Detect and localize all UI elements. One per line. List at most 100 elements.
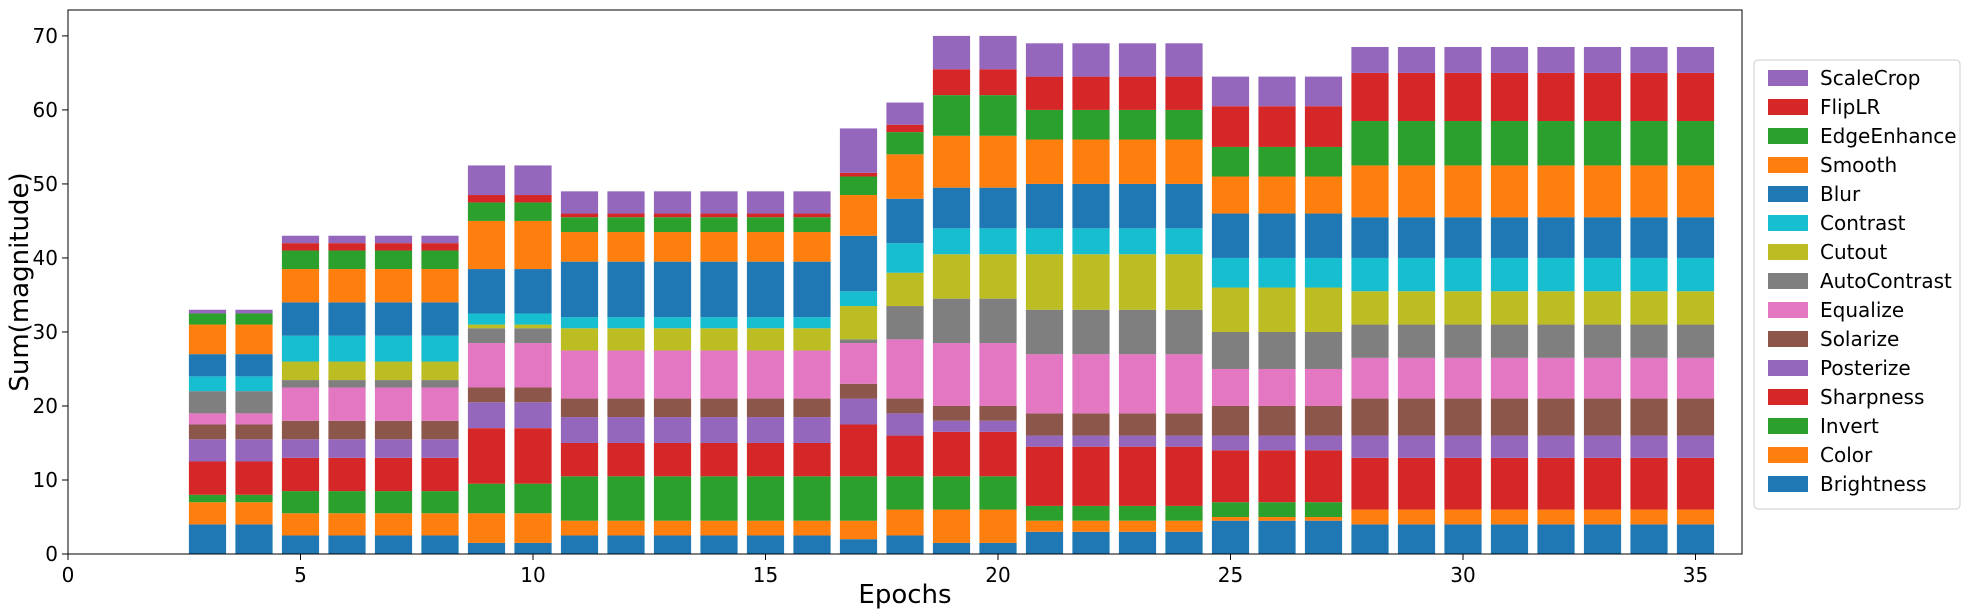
bar-segment-scalecrop-epoch-19 (932, 35, 971, 70)
bar-segment-solarize-epoch-5 (281, 420, 320, 440)
bar-segment-scalecrop-epoch-11 (560, 191, 599, 214)
bar-segment-edgeenhance-epoch-26 (1258, 146, 1296, 177)
bar-segment-posterize-epoch-27 (1304, 435, 1343, 451)
bar-segment-scalecrop-epoch-6 (328, 235, 366, 244)
bar-segment-cutout-epoch-6 (328, 361, 366, 381)
bar-segment-autocontrast-epoch-31 (1490, 324, 1529, 358)
bar-segment-blur-epoch-3 (188, 354, 227, 377)
bar-segment-color-epoch-8 (421, 513, 459, 536)
bar-segment-sharpness-epoch-23 (1118, 446, 1157, 506)
bar-segment-edgeenhance-epoch-10 (514, 202, 552, 221)
bar-segment-blur-epoch-9 (467, 269, 506, 314)
bar-segment-edgeenhance-epoch-31 (1490, 121, 1529, 166)
bar-segment-fliplr-epoch-7 (374, 243, 413, 251)
bar-segment-equalize-epoch-16 (793, 350, 831, 399)
bar-segment-solarize-epoch-15 (746, 398, 785, 418)
legend-label-edgeenhance: EdgeEnhance (1820, 124, 1957, 148)
bar-segment-smooth-epoch-19 (932, 135, 971, 188)
bar-segment-smooth-epoch-16 (793, 232, 831, 262)
bar-segment-solarize-epoch-33 (1583, 398, 1622, 436)
bar-segment-fliplr-epoch-30 (1444, 72, 1482, 122)
bar-segment-color-epoch-19 (932, 509, 971, 543)
bar-segment-brightness-epoch-11 (560, 535, 599, 554)
bar-segment-brightness-epoch-21 (1025, 531, 1064, 554)
bar-segment-posterize-epoch-13 (653, 417, 692, 443)
bar-segment-blur-epoch-17 (839, 235, 878, 292)
bar-segment-solarize-epoch-8 (421, 420, 459, 440)
bar-segment-smooth-epoch-7 (374, 269, 413, 303)
bar-segment-color-epoch-13 (653, 520, 692, 536)
bar-segment-brightness-epoch-8 (421, 535, 459, 554)
bar-segment-cutout-epoch-35 (1676, 291, 1715, 325)
bar-segment-edgeenhance-epoch-22 (1072, 109, 1110, 140)
bar-segment-sharpness-epoch-11 (560, 442, 599, 477)
bar-segment-cutout-epoch-16 (793, 328, 831, 351)
bar-segment-smooth-epoch-10 (514, 220, 552, 270)
bar-segment-autocontrast-epoch-4 (235, 391, 273, 414)
bar-segment-equalize-epoch-7 (374, 387, 413, 421)
bar-segment-color-epoch-16 (793, 520, 831, 536)
bar-segment-edgeenhance-epoch-12 (607, 217, 645, 233)
bar-segment-smooth-epoch-3 (188, 324, 227, 355)
bar-segment-brightness-epoch-29 (1397, 524, 1436, 554)
bar-segment-solarize-epoch-6 (328, 420, 366, 440)
bar-segment-smooth-epoch-15 (746, 232, 785, 262)
bar-segment-equalize-epoch-32 (1537, 357, 1575, 399)
bar-segment-blur-epoch-10 (514, 269, 552, 314)
bar-segment-scalecrop-epoch-15 (746, 191, 785, 214)
bar-segment-equalize-epoch-8 (421, 387, 459, 421)
bar-segment-posterize-epoch-17 (839, 398, 878, 425)
bar-segment-solarize-epoch-10 (514, 387, 552, 403)
bar-segment-color-epoch-25 (1211, 516, 1250, 521)
bar-segment-invert-epoch-15 (746, 476, 785, 521)
bar-segment-brightness-epoch-30 (1444, 524, 1482, 554)
bar-segment-solarize-epoch-24 (1165, 413, 1203, 436)
bar-segment-smooth-epoch-18 (886, 154, 924, 199)
bar-segment-fliplr-epoch-25 (1211, 106, 1250, 147)
bar-segment-scalecrop-epoch-17 (839, 128, 878, 173)
bar-segment-smooth-epoch-14 (700, 232, 738, 262)
bar-segment-solarize-epoch-27 (1304, 405, 1343, 436)
legend-swatch-cutout (1768, 244, 1808, 260)
bar-segment-solarize-epoch-18 (886, 398, 924, 414)
bar-segment-smooth-epoch-6 (328, 269, 366, 303)
bar-segment-cutout-epoch-10 (514, 324, 552, 329)
bar-segment-sharpness-epoch-25 (1211, 450, 1250, 503)
bar-segment-cutout-epoch-11 (560, 328, 599, 351)
bar-segment-fliplr-epoch-23 (1118, 76, 1157, 110)
bar-segment-contrast-epoch-27 (1304, 257, 1343, 288)
bar-segment-autocontrast-epoch-10 (514, 328, 552, 344)
bar-segment-edgeenhance-epoch-24 (1165, 109, 1203, 140)
bar-segment-brightness-epoch-19 (932, 542, 971, 554)
bar-segment-invert-epoch-23 (1118, 505, 1157, 521)
legend-label-brightness: Brightness (1820, 472, 1927, 496)
bar-segment-sharpness-epoch-20 (979, 431, 1017, 477)
bar-segment-sharpness-epoch-24 (1165, 446, 1203, 506)
bar-segment-edgeenhance-epoch-18 (886, 132, 924, 155)
bar-segment-color-epoch-33 (1583, 509, 1622, 525)
bar-segment-color-epoch-27 (1304, 516, 1343, 521)
bar-segment-smooth-epoch-33 (1583, 165, 1622, 218)
x-tick-label: 10 (520, 563, 545, 587)
bar-segment-blur-epoch-26 (1258, 213, 1296, 258)
bar-segment-edgeenhance-epoch-23 (1118, 109, 1157, 140)
bar-segment-autocontrast-epoch-5 (281, 380, 320, 388)
bar-segment-fliplr-epoch-31 (1490, 72, 1529, 122)
bar-segment-equalize-epoch-11 (560, 350, 599, 399)
bar-segment-solarize-epoch-23 (1118, 413, 1157, 436)
bar-segment-invert-epoch-5 (281, 491, 320, 514)
bar-segment-posterize-epoch-12 (607, 417, 645, 443)
bar-segment-cutout-epoch-25 (1211, 287, 1250, 332)
bar-segment-invert-epoch-9 (467, 483, 506, 514)
bar-segment-color-epoch-6 (328, 513, 366, 536)
bar-segment-color-epoch-14 (700, 520, 738, 536)
bar-segment-invert-epoch-17 (839, 476, 878, 521)
bar-segment-posterize-epoch-20 (979, 420, 1017, 432)
legend-label-cutout: Cutout (1820, 240, 1887, 264)
bar-segment-brightness-epoch-13 (653, 535, 692, 554)
bar-segment-scalecrop-epoch-9 (467, 165, 506, 196)
legend-label-contrast: Contrast (1820, 211, 1906, 235)
bar-segment-sharpness-epoch-6 (328, 457, 366, 492)
bar-segment-autocontrast-epoch-33 (1583, 324, 1622, 358)
bar-segment-fliplr-epoch-6 (328, 243, 366, 251)
